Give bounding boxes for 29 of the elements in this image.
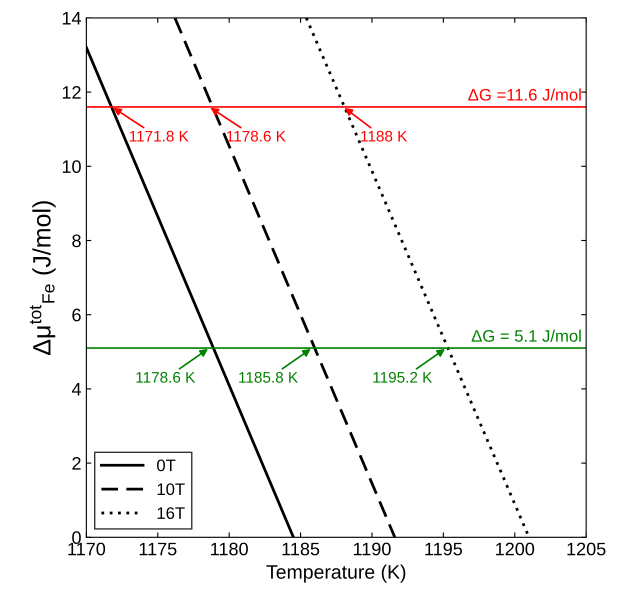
y-tick-label: 12 (62, 86, 81, 99)
x-tick-label: 1190 (354, 542, 391, 556)
legend-label: 10T (158, 483, 185, 496)
ref-line-label: ΔG = 5.1 J/mol (472, 330, 581, 342)
ref-line-label: ΔG =11.6 J/mol (468, 88, 581, 101)
y-tick-label: 0 (72, 531, 81, 544)
y-tick-label: 2 (72, 457, 81, 470)
annotation: 1185.8 K (239, 372, 298, 383)
x-tick-label: 1200 (496, 542, 534, 556)
annotation: 1171.8 K (130, 130, 189, 142)
x-tick-label: 1185 (282, 542, 320, 556)
x-tick-label: 1175 (140, 542, 176, 556)
annotation: 1195.2 K (373, 372, 432, 383)
x-axis-title: Temperature (K) (266, 564, 406, 583)
x-tick-label: 1205 (567, 542, 606, 556)
y-tick-label: 10 (62, 160, 81, 174)
legend-label: 0T (157, 459, 176, 472)
x-tick-label: 1180 (211, 542, 248, 556)
legend-label: 16T (158, 507, 185, 520)
x-tick-label: 1170 (68, 542, 106, 556)
annotation: 1188 K (361, 130, 408, 142)
y-tick-label: 4 (72, 383, 81, 396)
annotation: 1178.6 K (227, 130, 286, 142)
y-tick-label: 14 (62, 12, 81, 24)
y-tick-label: 6 (72, 308, 81, 322)
y-tick-label: 8 (72, 234, 81, 248)
x-tick-label: 1195 (425, 542, 462, 556)
annotation: 1178.6 K (136, 372, 196, 383)
y-axis-title: Δμ$^{tot}$$_{Fe}$ (J/mol) (30, 201, 56, 355)
